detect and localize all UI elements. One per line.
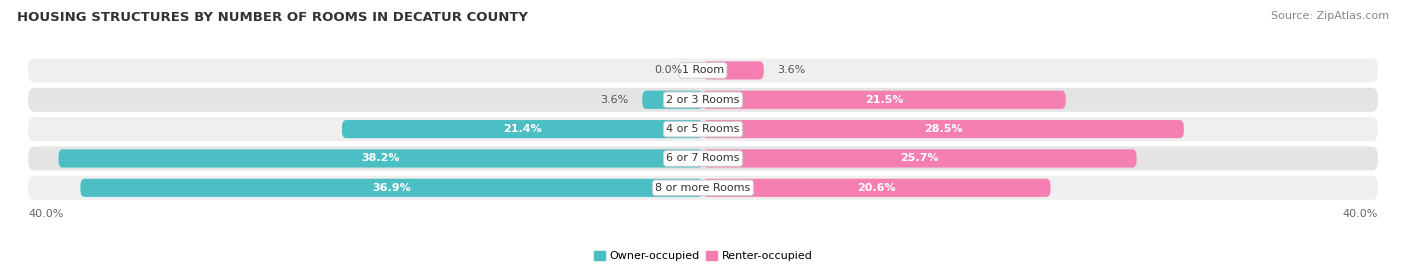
Text: 6 or 7 Rooms: 6 or 7 Rooms — [666, 154, 740, 164]
FancyBboxPatch shape — [28, 146, 1378, 171]
Text: 1 Room: 1 Room — [682, 65, 724, 75]
Text: 36.9%: 36.9% — [373, 183, 411, 193]
FancyBboxPatch shape — [28, 176, 1378, 200]
Text: 40.0%: 40.0% — [28, 209, 63, 219]
Text: 0.0%: 0.0% — [655, 65, 683, 75]
Text: 21.4%: 21.4% — [503, 124, 541, 134]
Text: 3.6%: 3.6% — [600, 95, 628, 105]
Text: 20.6%: 20.6% — [858, 183, 896, 193]
FancyBboxPatch shape — [703, 149, 1136, 168]
Text: 21.5%: 21.5% — [865, 95, 904, 105]
Text: 28.5%: 28.5% — [924, 124, 963, 134]
FancyBboxPatch shape — [28, 117, 1378, 141]
FancyBboxPatch shape — [28, 88, 1378, 112]
Text: Source: ZipAtlas.com: Source: ZipAtlas.com — [1271, 11, 1389, 21]
FancyBboxPatch shape — [703, 61, 763, 80]
Text: 25.7%: 25.7% — [901, 154, 939, 164]
FancyBboxPatch shape — [643, 91, 703, 109]
Text: 3.6%: 3.6% — [778, 65, 806, 75]
Legend: Owner-occupied, Renter-occupied: Owner-occupied, Renter-occupied — [589, 246, 817, 266]
Text: 8 or more Rooms: 8 or more Rooms — [655, 183, 751, 193]
FancyBboxPatch shape — [703, 120, 1184, 138]
Text: 40.0%: 40.0% — [1343, 209, 1378, 219]
Text: HOUSING STRUCTURES BY NUMBER OF ROOMS IN DECATUR COUNTY: HOUSING STRUCTURES BY NUMBER OF ROOMS IN… — [17, 11, 527, 24]
Text: 2 or 3 Rooms: 2 or 3 Rooms — [666, 95, 740, 105]
FancyBboxPatch shape — [703, 179, 1050, 197]
FancyBboxPatch shape — [342, 120, 703, 138]
FancyBboxPatch shape — [80, 179, 703, 197]
Text: 38.2%: 38.2% — [361, 154, 399, 164]
Text: 4 or 5 Rooms: 4 or 5 Rooms — [666, 124, 740, 134]
FancyBboxPatch shape — [59, 149, 703, 168]
FancyBboxPatch shape — [703, 91, 1066, 109]
FancyBboxPatch shape — [28, 58, 1378, 83]
